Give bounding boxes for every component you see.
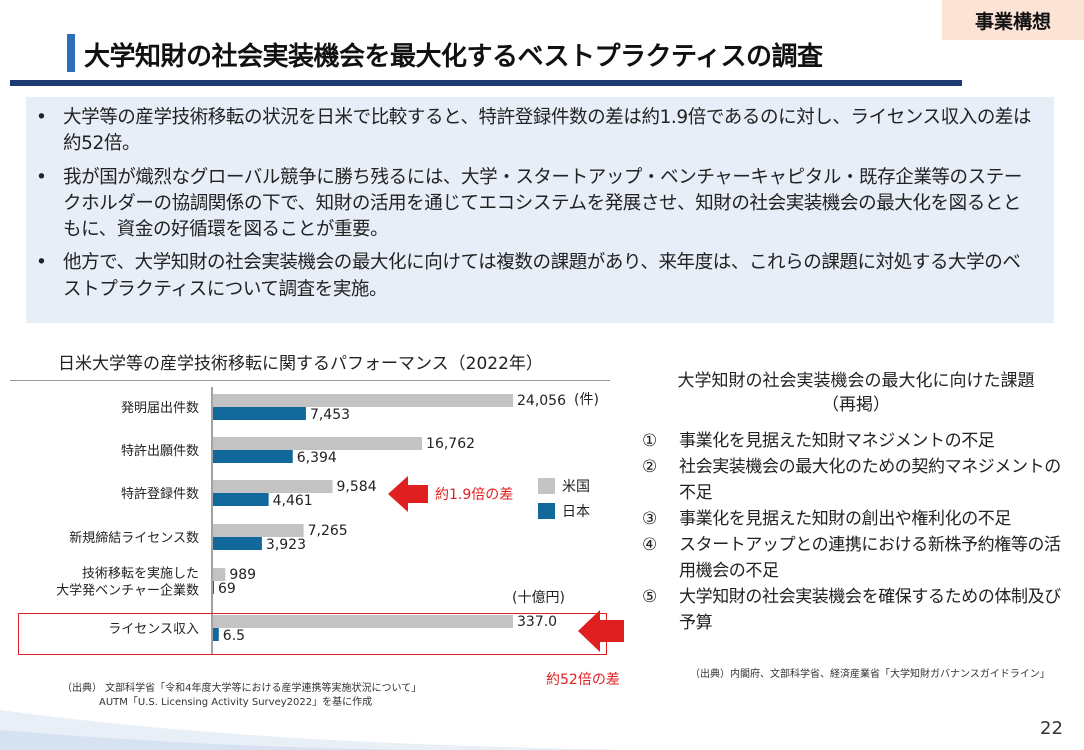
category-label-3: 新規締結ライセンス数 <box>69 530 199 546</box>
issue-item: ③ 事業化を見据えた知財の創出や権利化の不足 <box>642 506 1067 532</box>
issue-text: 大学知財の社会実装機会を確保するための体制及び予算 <box>679 587 1061 633</box>
data-label-jp-0: 7,453 <box>310 407 350 423</box>
chart-source-line: （出典） 文部科学省「令和4年度大学等における産学連携等実施状況について」 <box>62 683 422 694</box>
chart-title-rule <box>10 380 610 381</box>
legend-swatch-us <box>538 478 555 494</box>
bar-jp-2 <box>213 493 269 506</box>
bullet-dot-icon: • <box>36 252 47 274</box>
data-label-us-4: 989 <box>229 567 256 583</box>
chart-title: 日米大学等の産学技術移転に関するパフォーマンス（2022年） <box>58 354 543 374</box>
category-label-5: ライセンス収入 <box>108 622 199 637</box>
section-tag: 事業構想 <box>942 0 1084 40</box>
issue-text: スタートアップとの連携における新株予約権等の活用機会の不足 <box>679 535 1061 581</box>
chart-source-note: （出典） 文部科学省「令和4年度大学等における産学連携等実施状況について」 AU… <box>62 682 421 709</box>
data-label-jp-1: 6,394 <box>297 450 337 466</box>
bar-jp-3 <box>213 537 262 550</box>
chart-source-line: AUTM「U.S. Licensing Activity Survey2022」… <box>99 696 373 708</box>
red-arrow-icon <box>388 476 428 512</box>
page-title: 大学知財の社会実装機会を最大化するベストプラクティスの調査 <box>84 42 823 72</box>
bar-jp-1 <box>213 450 293 463</box>
unit-label-money: (十億円) <box>512 590 565 606</box>
data-label-us-3: 7,265 <box>308 523 348 539</box>
red-arrow-icon <box>578 610 624 652</box>
issue-number: ② <box>642 457 657 477</box>
unit-label-count: (件) <box>574 392 599 408</box>
legend-swatch-jp <box>538 503 555 519</box>
summary-text: 大学等の産学技術移転の状況を日米で比較すると、特許登録件数の差は約1.9倍である… <box>63 107 1032 155</box>
data-label-us-5: 337.0 <box>517 614 557 630</box>
bar-us-1 <box>213 437 423 450</box>
performance-bar-chart: 24,056 7,453 発明届出件数 16,762 6,394 特許出願件数 9,584 4… <box>56 387 624 654</box>
bar-us-5 <box>213 615 513 628</box>
category-label-4: 技術移転を実施した <box>82 566 199 582</box>
issues-source-note: （出典）内閣府、文部科学省、経済産業省「大学知財ガバナンスガイドライン」 <box>690 669 1050 680</box>
issues-title-line: 大学知財の社会実装機会の最大化に向けた課題 <box>677 371 1035 391</box>
issue-item: ① 事業化を見据えた知財マネジメントの不足 <box>642 428 1067 454</box>
category-label-4: 大学発ベンチャー企業数 <box>56 583 199 599</box>
bullet-dot-icon: • <box>36 166 47 188</box>
issue-text: 社会実装機会の最大化のための契約マネジメントの不足 <box>679 457 1061 503</box>
legend-label-us: 米国 <box>562 479 590 495</box>
page-number: 22 <box>1040 718 1063 739</box>
data-label-us-1: 16,762 <box>426 436 475 452</box>
bar-jp-5 <box>213 628 219 641</box>
data-label-jp-4: 69 <box>218 581 236 597</box>
patent-ratio-annotation: 約1.9倍の差 <box>435 487 513 503</box>
title-underline <box>10 80 962 86</box>
summary-bullet: • 他方で、大学知財の社会実装機会の最大化に向けては複数の課題があり、来年度は、… <box>36 250 1038 303</box>
issue-number: ④ <box>642 535 657 555</box>
summary-bullet: • 我が国が熾烈なグローバル競争に勝ち残るには、大学・スタートアップ・ベンチャー… <box>36 165 1038 244</box>
data-label-jp-3: 3,923 <box>266 537 306 553</box>
license-ratio-annotation: 約52倍の差 <box>546 672 620 688</box>
issue-number: ⑤ <box>642 587 657 607</box>
bar-us-2 <box>213 480 333 493</box>
title-accent-bar <box>67 34 75 72</box>
issue-text: 事業化を見据えた知財マネジメントの不足 <box>679 431 995 451</box>
issue-item: ④ スタートアップとの連携における新株予約権等の活用機会の不足 <box>642 532 1067 584</box>
footer-wave-shape <box>0 730 420 750</box>
bar-us-0 <box>213 394 513 407</box>
category-label-1: 特許出願件数 <box>121 444 199 459</box>
issue-number: ① <box>642 431 657 451</box>
data-label-jp-2: 4,461 <box>273 493 313 509</box>
summary-bullet: • 大学等の産学技術移転の状況を日米で比較すると、特許登録件数の差は約1.9倍で… <box>36 105 1038 158</box>
bullet-dot-icon: • <box>36 107 47 128</box>
legend-label-jp: 日本 <box>562 504 590 520</box>
data-label-us-2: 9,584 <box>337 479 377 495</box>
category-label-0: 発明届出件数 <box>121 401 199 416</box>
data-label-us-0: 24,056 <box>517 393 566 409</box>
bar-us-4 <box>213 568 226 581</box>
bar-jp-4 <box>213 581 214 594</box>
footer-wave-shape <box>0 710 640 750</box>
summary-text: 我が国が熾烈なグローバル競争に勝ち残るには、大学・スタートアップ・ベンチャーキャ… <box>63 166 1022 241</box>
issues-title: 大学知財の社会実装機会の最大化に向けた課題 （再掲） <box>636 370 1076 418</box>
issues-title-line: （再掲） <box>822 394 890 415</box>
bar-jp-0 <box>213 407 306 420</box>
data-label-jp-5: 6.5 <box>223 628 245 644</box>
summary-text: 他方で、大学知財の社会実装機会の最大化に向けては複数の課題があり、来年度は、これ… <box>63 252 1021 300</box>
issue-number: ③ <box>642 509 657 529</box>
issues-list: ① 事業化を見据えた知財マネジメントの不足 ② 社会実装機会の最大化のための契約マネ… <box>642 428 1067 636</box>
footer-wave-decoration <box>0 710 640 750</box>
issue-text: 事業化を見据えた知財の創出や権利化の不足 <box>679 509 1011 529</box>
bar-us-3 <box>213 524 304 537</box>
category-label-2: 特許登録件数 <box>121 487 199 502</box>
summary-box: • 大学等の産学技術移転の状況を日米で比較すると、特許登録件数の差は約1.9倍で… <box>26 97 1054 323</box>
issue-item: ② 社会実装機会の最大化のための契約マネジメントの不足 <box>642 454 1067 506</box>
issue-item: ⑤ 大学知財の社会実装機会を確保するための体制及び予算 <box>642 584 1067 636</box>
